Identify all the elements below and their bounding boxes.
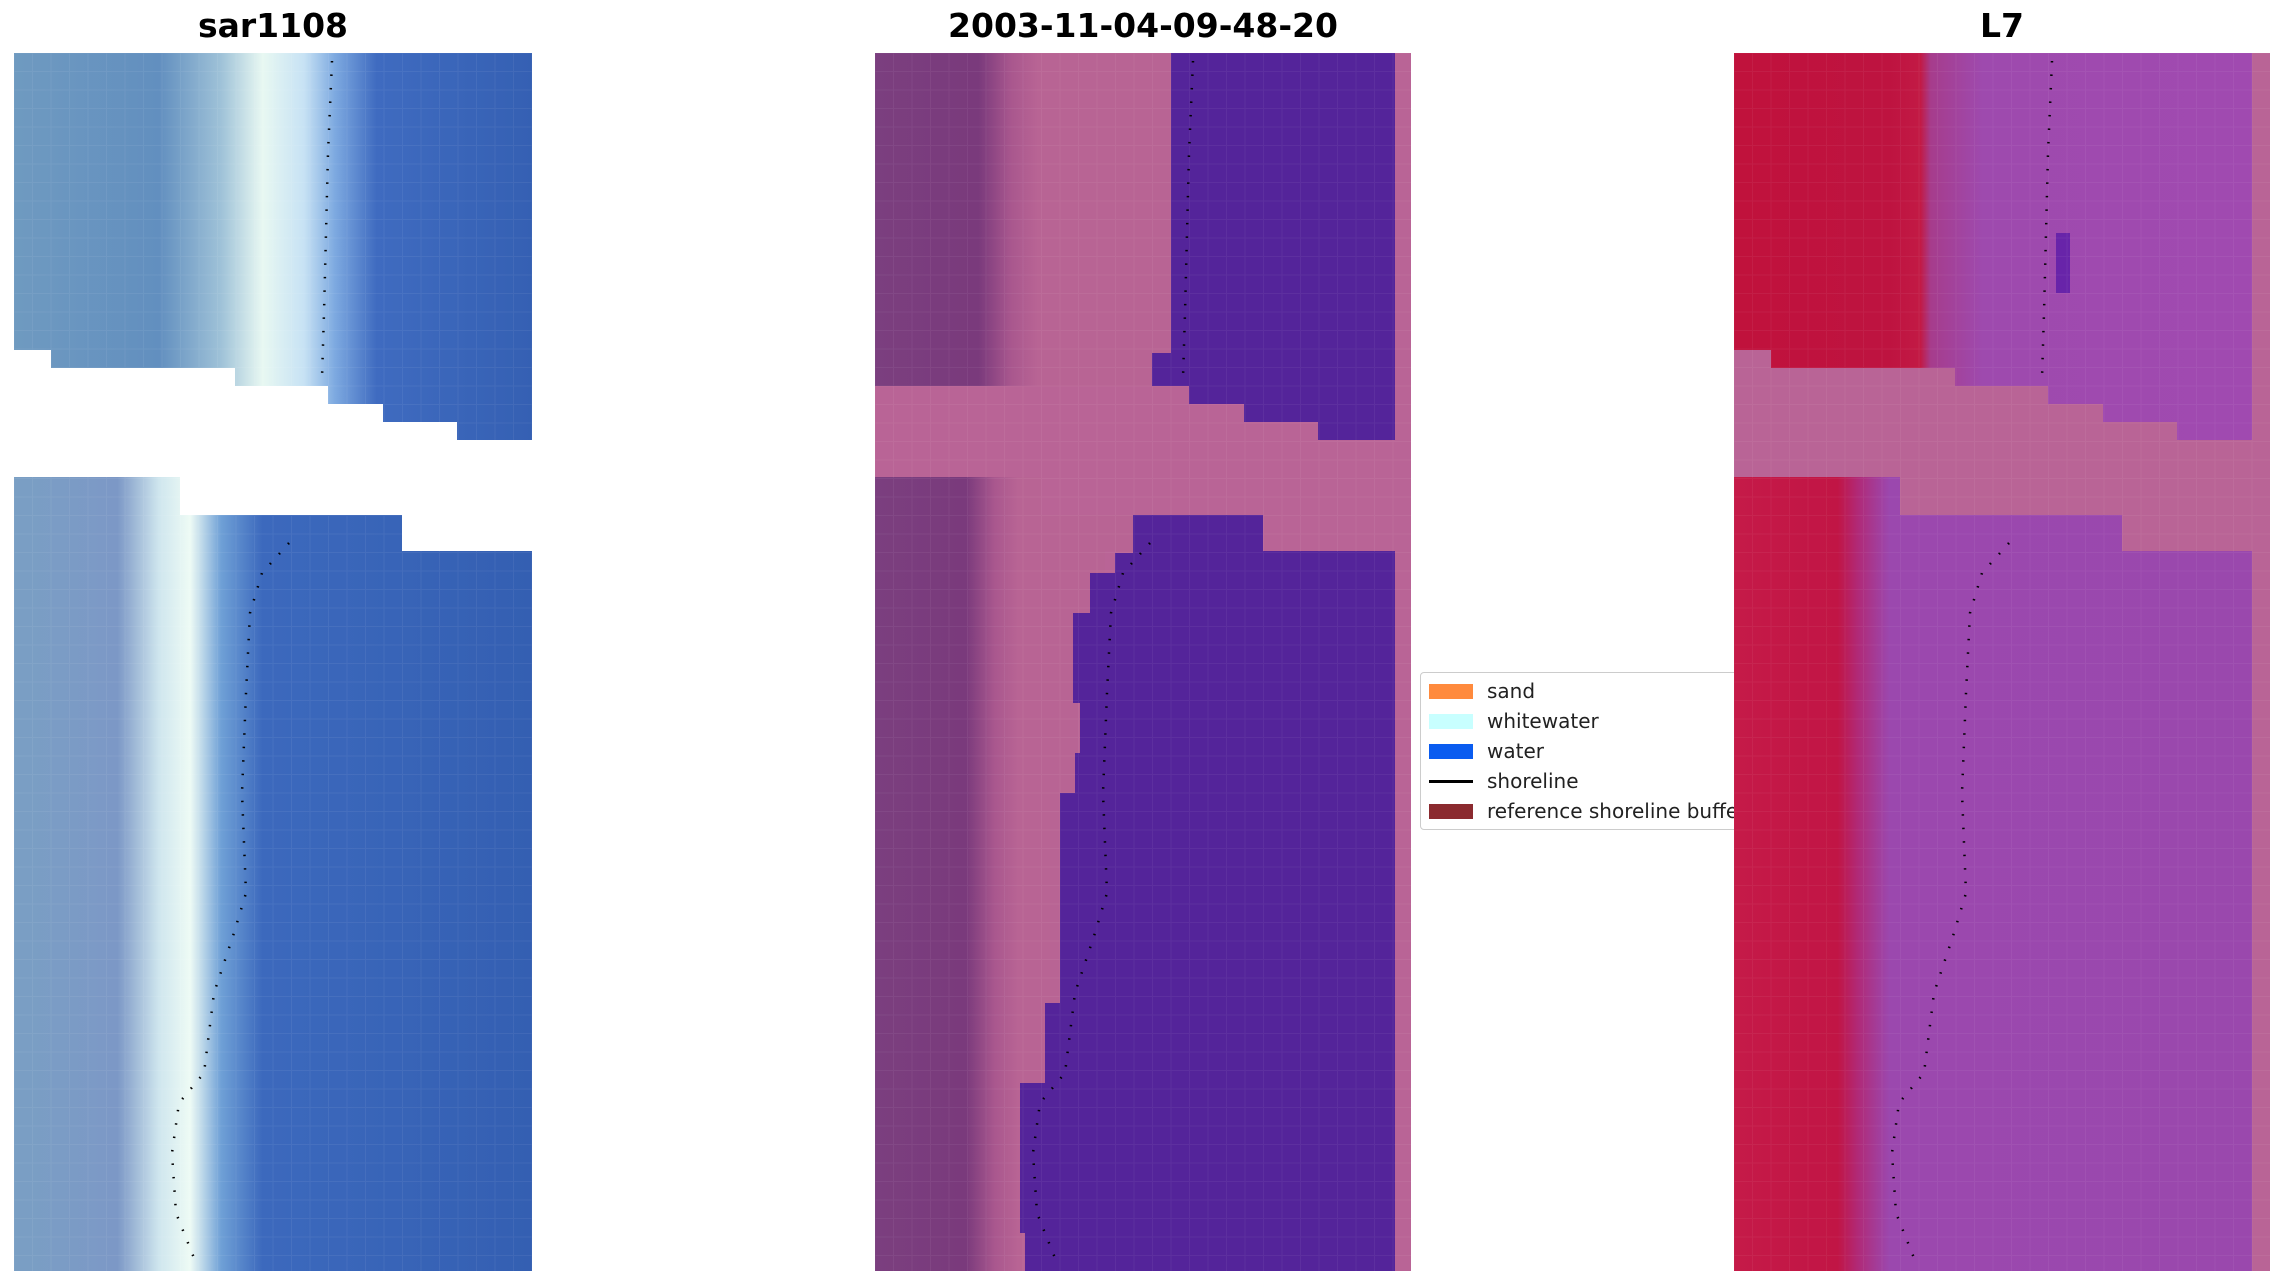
- classification-panel: [875, 53, 1411, 1271]
- shoreline-trace: [1031, 542, 1151, 1259]
- legend-item-water: water: [1421, 736, 1544, 766]
- index-image-panel: [1734, 53, 2270, 1271]
- whitewater-swatch: [1429, 713, 1473, 729]
- rgb-image-panel: [14, 53, 532, 1271]
- shoreline-swatch: [1429, 779, 1473, 783]
- legend: sand whitewater water shoreline referenc…: [1420, 672, 1740, 830]
- panel-title-date: 2003-11-04-09-48-20: [948, 6, 1338, 45]
- shoreline-trace: [170, 542, 290, 1259]
- water-swatch: [1429, 743, 1473, 759]
- panel-title-index: L7: [1980, 6, 2024, 45]
- legend-item-sand: sand: [1421, 676, 1535, 706]
- reference-buffer-swatch: [1429, 803, 1473, 819]
- legend-item-reference-buffer: reference shoreline buffer: [1421, 796, 1739, 826]
- panel-title-rgb: sar1108: [197, 6, 349, 45]
- sand-swatch: [1429, 683, 1473, 699]
- shoreline-trace: [1890, 542, 2010, 1259]
- legend-item-whitewater: whitewater: [1421, 706, 1599, 736]
- legend-item-shoreline: shoreline: [1421, 766, 1579, 796]
